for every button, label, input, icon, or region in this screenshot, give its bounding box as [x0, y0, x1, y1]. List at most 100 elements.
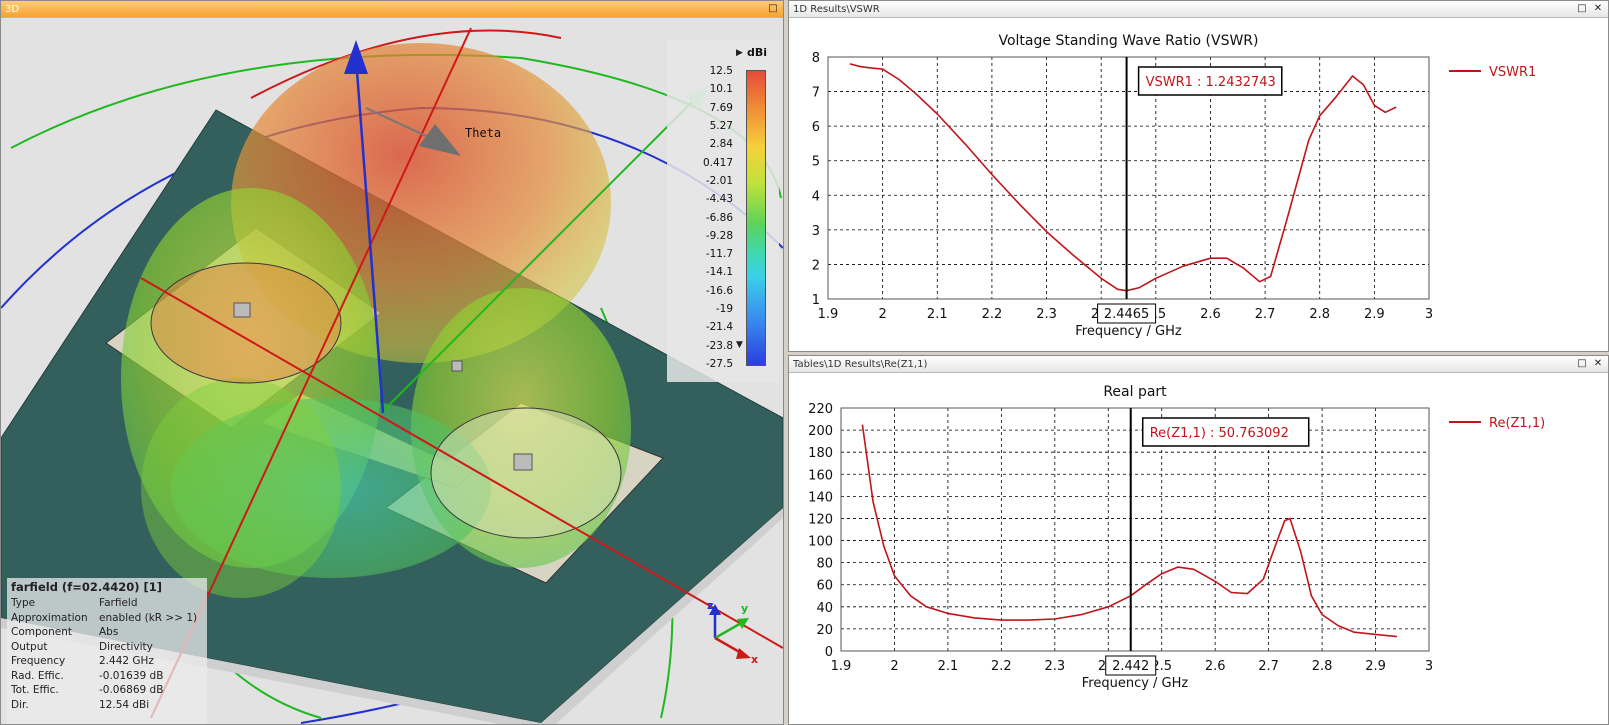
x-tick-label: 1.9 — [818, 307, 839, 322]
maximize-icon[interactable]: □ — [768, 3, 778, 14]
y-tick-label: 40 — [816, 601, 833, 616]
chart-title: Voltage Standing Wave Ratio (VSWR) — [998, 33, 1258, 49]
chart-title: Real part — [1103, 384, 1167, 400]
y-tick-label: 5 — [812, 155, 820, 170]
y-tick-label: 8 — [812, 51, 820, 66]
legend-tick-label: 12.5 — [709, 65, 733, 77]
maximize-icon[interactable]: □ — [1577, 358, 1587, 369]
axis-triad: z y x — [707, 599, 758, 666]
farfield-info-header: farfield (f=02.4420) [1] — [11, 580, 162, 594]
info-row: Type Farfield — [11, 596, 203, 611]
y-tick-label: 200 — [808, 424, 833, 439]
rez-chart[interactable]: Real part1.922.12.22.32.42.52.62.72.82.9… — [789, 373, 1608, 724]
panel-3d-titlebar[interactable]: 3D □ — [1, 1, 783, 18]
x-tick-label: 2.2 — [982, 307, 1003, 322]
farfield-info: farfield (f=02.4420) [1] Type Farfield App… — [7, 578, 207, 724]
x-tick-label: 2.7 — [1255, 307, 1276, 322]
x-tick-label: 2.5 — [1151, 659, 1172, 674]
close-icon[interactable]: ✕ — [1593, 3, 1603, 14]
vswr-chart[interactable]: Voltage Standing Wave Ratio (VSWR) 1.9 2 2.… — [789, 18, 1608, 351]
x-tick-label: 2.7 — [1258, 659, 1279, 674]
info-row: Dir. 12.54 dBi — [11, 698, 203, 713]
info-row: Tot. Effic. -0.06869 dB — [11, 683, 203, 698]
info-row: Frequency 2.442 GHz — [11, 654, 203, 669]
triad-x-label: x — [751, 653, 758, 666]
x-tick-label: 2.3 — [1036, 307, 1057, 322]
legend-tick-label: -19 — [715, 303, 733, 316]
info-key: Tot. Effic. — [11, 684, 59, 696]
info-key: Frequency — [11, 655, 66, 667]
info-value: -0.06869 dB — [99, 684, 164, 696]
legend-min-marker-icon: ▼ — [736, 340, 743, 350]
y-tick-label: 120 — [808, 512, 833, 527]
vswr-chart-svg[interactable]: Voltage Standing Wave Ratio (VSWR) 1.9 2 2.… — [789, 18, 1608, 351]
legend-tick-label: -4.43 — [705, 193, 733, 206]
x-tick-label: 2 — [878, 307, 886, 322]
x-axis-label: Frequency / GHz — [1075, 324, 1182, 339]
info-value: enabled (kR >> 1) — [99, 611, 198, 624]
pattern-lobe-left-lower — [141, 378, 341, 598]
y-tick-label: 100 — [808, 535, 833, 550]
legend-tick-label: -27.5 — [705, 358, 733, 370]
info-key: Component — [11, 626, 72, 638]
x-tick-label: 2.9 — [1364, 307, 1385, 322]
plot-frame — [827, 56, 1430, 300]
panel-rez: Tables\1D Results\Re(Z1,1) □ ✕ Real part… — [788, 355, 1609, 725]
info-key: Type — [11, 597, 36, 609]
info-value: Abs — [99, 626, 119, 638]
info-row: Approximation enabled (kR >> 1) — [11, 611, 203, 626]
patch-right-circle — [430, 407, 622, 539]
marker-readout-box — [1137, 66, 1283, 96]
info-key: Dir. — [11, 698, 29, 711]
x-tick-label: 2.8 — [1309, 307, 1330, 322]
rez-chart-svg[interactable]: Real part1.922.12.22.32.42.52.62.72.82.9… — [789, 373, 1608, 724]
theta-label: Theta — [465, 126, 501, 140]
series-line — [849, 63, 1397, 292]
info-key: Rad. Effic. — [11, 669, 64, 682]
legend-tick-label: -23.8 — [705, 339, 733, 352]
y-tick-label: 0 — [825, 645, 833, 660]
marker-readout-label: Re(Z1,1) : 50.763092 — [1150, 426, 1289, 441]
axis-green — [380, 92, 702, 414]
x-axis-label: Frequency / GHz — [1082, 676, 1189, 691]
y-tick-label: 80 — [816, 557, 833, 572]
legend-tick-label: -11.7 — [705, 248, 733, 261]
x-tick-label: 2.6 — [1205, 659, 1226, 674]
y-tick-label: 2 — [812, 258, 820, 273]
legend-label: Re(Z1,1) — [1489, 416, 1545, 431]
x-tick-label: 2.1 — [938, 659, 959, 674]
y-tick-label: 160 — [808, 468, 833, 483]
close-icon[interactable]: ✕ — [1593, 358, 1603, 369]
info-value: -0.01639 dB — [99, 669, 164, 682]
legend-tick-label: 0.417 — [702, 156, 733, 169]
panel-vswr-titlebar[interactable]: 1D Results\VSWR □ ✕ — [789, 1, 1608, 18]
marker-x-label: 2.442 — [1112, 659, 1149, 674]
y-tick-label: 220 — [808, 402, 833, 417]
triad-y-label: y — [741, 602, 748, 615]
info-value: 12.54 dBi — [99, 698, 150, 711]
y-tick-label: 4 — [812, 189, 820, 204]
plot-frame — [840, 407, 1430, 652]
axis-blue — [354, 57, 385, 414]
z-arrowhead-icon — [344, 40, 368, 74]
maximize-icon[interactable]: □ — [1577, 3, 1587, 14]
x-tick-label: 2.8 — [1312, 659, 1333, 674]
legend-tick-label: -16.6 — [705, 284, 733, 297]
info-key: Approximation — [11, 611, 88, 624]
panel-vswr-title: 1D Results\VSWR — [793, 4, 880, 15]
x-tick-label: 2 — [890, 659, 898, 674]
legend-tick-label: -6.86 — [705, 211, 733, 224]
x-tick-label: 2.9 — [1365, 659, 1386, 674]
x-tick-label: 3 — [1425, 659, 1433, 674]
x-tick-label: 3 — [1425, 307, 1433, 322]
farfield-info-rows: Type Farfield Approximation enabled (kR >> … — [11, 596, 203, 712]
y-tick-label: 6 — [812, 120, 820, 135]
marker-readout-box — [1141, 417, 1310, 447]
legend-color-bar — [746, 70, 766, 366]
series-line — [861, 424, 1397, 638]
3d-scene[interactable]: Theta z y x — [1, 18, 783, 724]
panel-rez-titlebar[interactable]: Tables\1D Results\Re(Z1,1) □ ✕ — [789, 356, 1608, 373]
3d-viewport[interactable]: Theta z y x dBi 12.5 10.1 7.69 5.27 2.84 0.41… — [1, 18, 783, 724]
y-tick-label: 7 — [812, 86, 820, 101]
y-tick-label: 180 — [808, 446, 833, 461]
